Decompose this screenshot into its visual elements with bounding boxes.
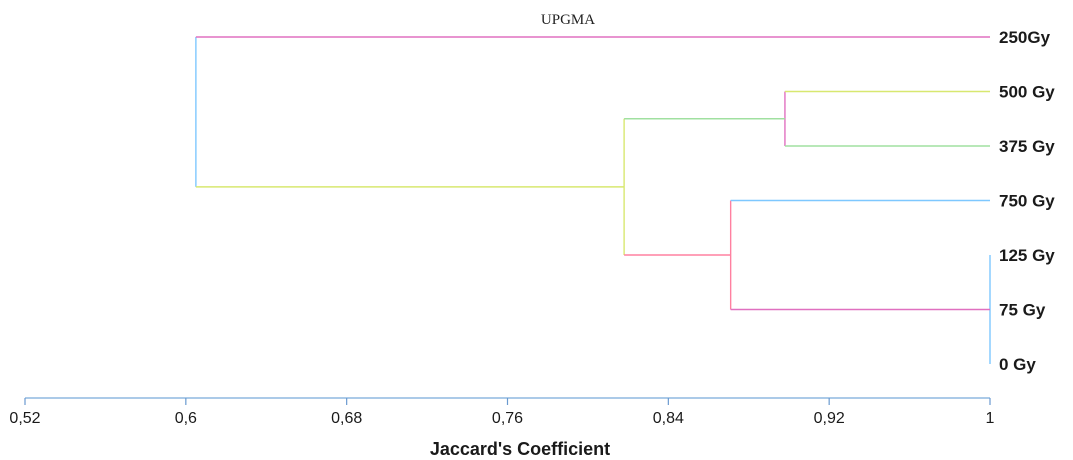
x-axis: 0,52 0,6 0,68 0,76 0,84 0,92 1 (9, 397, 995, 427)
x-tick-label: 0,6 (175, 410, 197, 427)
leaf-label: 500 Gy (999, 83, 1055, 102)
x-tick-label: 0,92 (814, 410, 845, 427)
x-tick-label: 0,84 (653, 410, 684, 427)
leaf-label: 0 Gy (999, 355, 1036, 374)
x-tick-label: 0,68 (331, 410, 362, 427)
leaf-label: 250Gy (999, 28, 1051, 47)
leaf-labels: 250Gy 500 Gy 375 Gy 750 Gy 125 Gy 75 Gy 0 Gy (999, 28, 1055, 374)
chart-title: UPGMA (541, 12, 595, 28)
leaf-label: 375 Gy (999, 137, 1055, 156)
x-tick-label: 0,52 (9, 410, 40, 427)
x-tick-label: 1 (986, 410, 995, 427)
dendrogram-branches (195, 36, 991, 364)
leaf-label: 125 Gy (999, 246, 1055, 265)
x-axis-label: Jaccard's Coefficient (430, 439, 610, 459)
leaf-label: 75 Gy (999, 301, 1046, 320)
x-tick-label: 0,76 (492, 410, 523, 427)
leaf-label: 750 Gy (999, 192, 1055, 211)
